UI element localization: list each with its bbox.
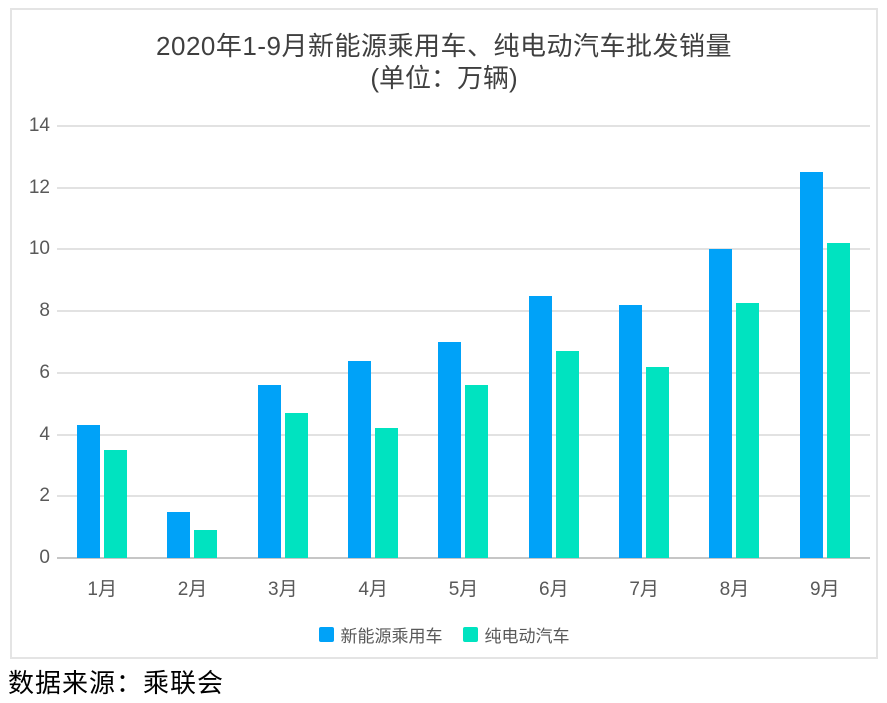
x-tick-label: 1月	[87, 579, 117, 600]
bar-group	[689, 126, 779, 558]
x-axis: 1月 2月 3月 4月 5月 6月 7月 8月 9月	[57, 566, 870, 601]
bar-新能源乘用车-5月	[438, 342, 462, 558]
bar-新能源乘用车-9月	[799, 172, 823, 558]
bar-新能源乘用车-7月	[619, 304, 643, 558]
legend: 新能源乘用车 纯电动汽车	[12, 622, 876, 647]
bar-新能源乘用车-6月	[528, 295, 552, 558]
gridline	[57, 186, 870, 189]
legend-item: 纯电动汽车	[462, 622, 570, 647]
x-tick-label: 5月	[448, 579, 479, 600]
bar-group	[509, 126, 599, 558]
gridline	[57, 310, 870, 313]
legend-label: 新能源乘用车	[340, 627, 443, 646]
y-tick-label: 0	[39, 547, 50, 568]
plot-area	[57, 125, 870, 559]
legend-item: 新能源乘用车	[318, 622, 443, 647]
gridline	[57, 433, 870, 436]
bar-纯电动汽车-9月	[826, 243, 850, 558]
legend-swatch-icon	[318, 627, 334, 642]
bar-group	[57, 126, 147, 558]
x-tick-label: 2月	[177, 579, 208, 600]
bar-纯电动汽车-6月	[555, 351, 579, 558]
x-tick-label: 7月	[629, 579, 659, 600]
gridline	[57, 495, 870, 498]
y-tick-label: 4	[39, 423, 50, 445]
bar-纯电动汽车-1月	[104, 450, 128, 558]
chart-title: 2020年1-9月新能源乘用车、纯电动汽车批发销量	[156, 31, 732, 61]
legend-swatch-icon	[462, 627, 478, 642]
bars-container	[57, 126, 870, 558]
x-tick-label: 4月	[358, 579, 388, 600]
bar-新能源乘用车-8月	[709, 249, 733, 558]
bar-纯电动汽车-2月	[194, 530, 218, 558]
bar-新能源乘用车-3月	[257, 385, 281, 558]
chart-subtitle: (单位：万辆)	[370, 63, 518, 93]
bar-group	[780, 126, 870, 558]
x-axis-line	[57, 557, 870, 559]
bar-group	[328, 126, 418, 558]
y-tick-label: 6	[39, 361, 50, 383]
bar-新能源乘用车-4月	[348, 360, 372, 558]
x-tick-label: 8月	[719, 579, 750, 600]
y-tick-label: 8	[39, 300, 50, 322]
data-source-note: 数据来源：乘联会	[8, 669, 225, 698]
bar-纯电动汽车-3月	[284, 412, 308, 558]
chart-header: 2020年1-9月新能源乘用车、纯电动汽车批发销量 (单位：万辆)	[12, 30, 876, 94]
bar-group	[147, 126, 237, 558]
bar-group	[599, 126, 689, 558]
y-axis: 0 2 4 6 8 10 12 14	[12, 115, 50, 568]
bar-纯电动汽车-8月	[736, 303, 760, 558]
y-tick-label: 2	[39, 485, 50, 507]
chart-card: 2020年1-9月新能源乘用车、纯电动汽车批发销量 (单位：万辆) 0 2 4 6 8 1…	[10, 8, 878, 659]
x-tick-label: 3月	[268, 579, 298, 600]
bar-group	[418, 126, 508, 558]
x-tick-label: 6月	[539, 579, 569, 600]
bar-纯电动汽车-4月	[375, 428, 399, 558]
x-tick-label: 9月	[810, 579, 840, 600]
gridline	[57, 125, 870, 127]
y-tick-label: 12	[28, 176, 50, 198]
bar-纯电动汽车-5月	[465, 385, 489, 558]
y-tick-label: 14	[28, 115, 50, 136]
bar-纯电动汽车-7月	[646, 366, 670, 558]
bar-新能源乘用车-1月	[77, 425, 101, 558]
y-tick-label: 10	[28, 238, 50, 260]
bar-group	[238, 126, 328, 558]
legend-label: 纯电动汽车	[484, 627, 570, 646]
bar-新能源乘用车-2月	[167, 511, 191, 558]
gridline	[57, 248, 870, 251]
gridline	[57, 371, 870, 374]
